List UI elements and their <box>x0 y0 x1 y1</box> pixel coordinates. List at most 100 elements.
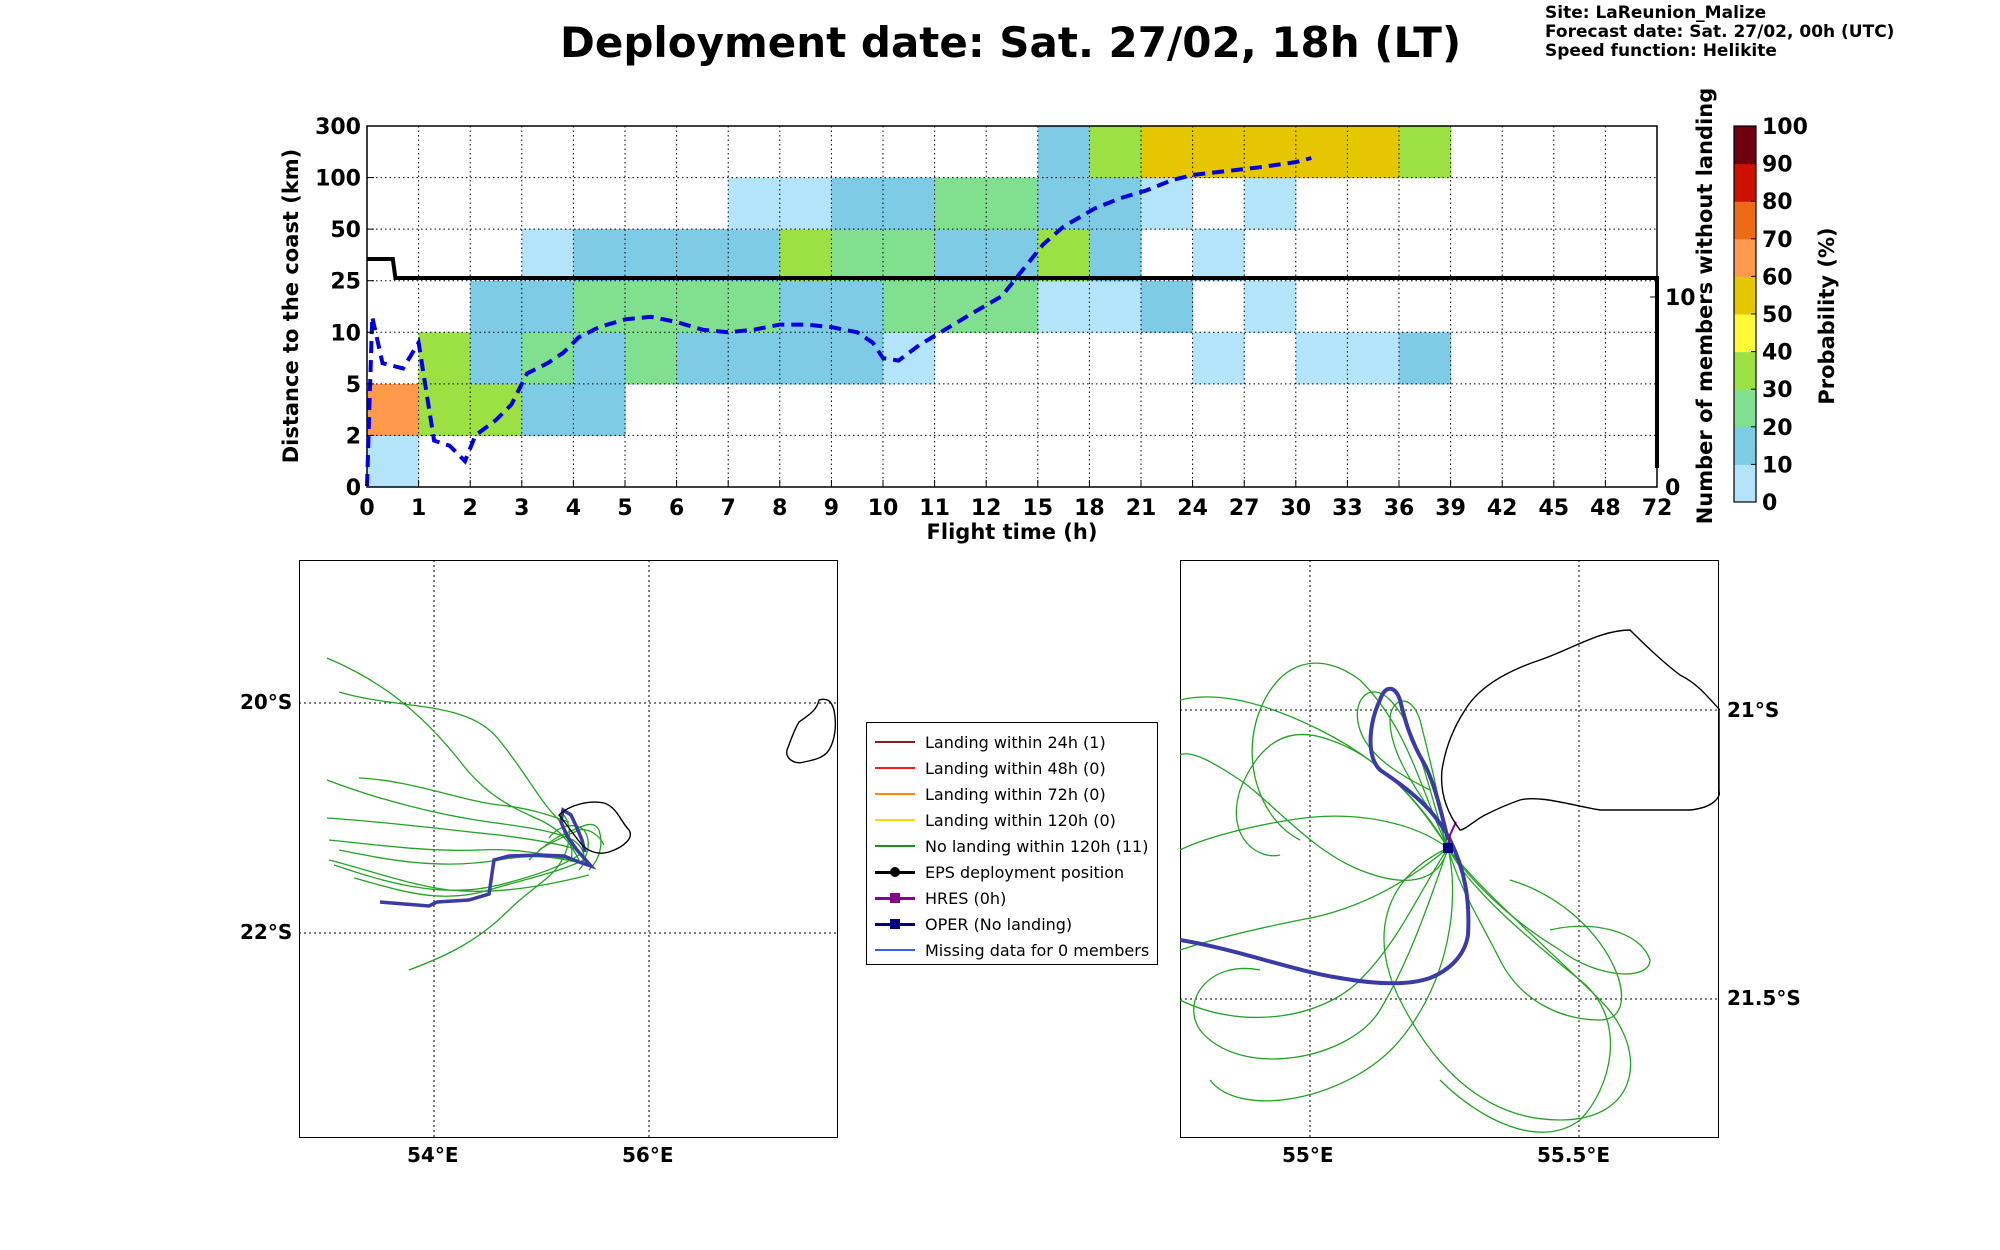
legend-swatch <box>875 735 915 749</box>
legend-entry: Landing within 48h (0) <box>867 755 1157 781</box>
y-tick-label: 10 <box>330 321 361 346</box>
map2-lat-tick-1: 21°S <box>1727 698 1780 722</box>
map1-reunion-coastline <box>558 801 631 854</box>
x-tick-label: 15 <box>1022 496 1053 521</box>
legend-entry: OPER (No landing) <box>867 911 1157 937</box>
heatmap-cell <box>1141 177 1194 230</box>
map1-lat-tick-1: 20°S <box>240 690 293 714</box>
legend-label: EPS deployment position <box>925 862 1125 882</box>
y2-tick-label: 0 <box>1665 476 1680 501</box>
legend-swatch <box>875 813 915 827</box>
heatmap-cell <box>676 332 729 385</box>
x-axis-label: Flight time (h) <box>927 520 1098 544</box>
heatmap-cell <box>418 383 471 437</box>
x-tick-label: 39 <box>1435 496 1466 521</box>
y-tick-label: 300 <box>315 115 361 140</box>
heatmap-cell <box>1244 126 1297 179</box>
heatmap-cell <box>934 280 987 333</box>
x-tick-label: 11 <box>919 496 950 521</box>
colorbar-tick-label: 50 <box>1762 303 1793 328</box>
site-label: Site: LaReunion_Malize <box>1545 3 1767 23</box>
heatmap-cell <box>625 280 678 333</box>
map2-lat-tick-2: 21.5°S <box>1727 986 1801 1010</box>
map1-oper-track <box>379 807 597 908</box>
legend-swatch <box>875 865 915 879</box>
x-tick-label: 1 <box>411 496 426 521</box>
legend-label: OPER (No landing) <box>925 914 1073 934</box>
x-tick-label: 6 <box>669 496 684 521</box>
y-tick-label: 100 <box>315 167 361 192</box>
x-tick-label: 21 <box>1126 496 1157 521</box>
legend-label: Landing within 48h (0) <box>925 758 1106 778</box>
median-distance-line <box>365 156 1312 487</box>
heatmap-cell <box>934 229 987 282</box>
heatmap-cell <box>573 383 626 437</box>
legend-label: Landing within 24h (1) <box>925 732 1106 752</box>
legend-swatch <box>875 943 915 957</box>
map1-lon-tick-1: 54°E <box>407 1143 459 1167</box>
heatmap-cell <box>728 280 781 333</box>
colorbar-tick-label: 10 <box>1762 453 1793 478</box>
colorbar-tick-label: 0 <box>1762 491 1777 516</box>
heatmap-cell <box>728 332 781 385</box>
x-tick-label: 7 <box>721 496 736 521</box>
x-tick-label: 4 <box>566 496 581 521</box>
map2-ensemble-tracks <box>1180 662 1651 1133</box>
legend-swatch <box>875 839 915 853</box>
map2-oper-track <box>1180 686 1471 986</box>
heatmap-cell <box>1295 126 1348 179</box>
x-tick-label: 33 <box>1332 496 1363 521</box>
heatmap-cell <box>1192 332 1245 385</box>
colorbar-swatch <box>1734 464 1756 503</box>
colorbar-tick-label: 80 <box>1762 190 1793 215</box>
colorbar-swatch <box>1734 351 1756 390</box>
heatmap-cell <box>831 280 884 333</box>
heatmap-cell <box>1089 280 1142 333</box>
heatmap-cell <box>934 177 987 230</box>
heatmap-cell <box>1192 229 1245 282</box>
colorbar-swatch <box>1734 201 1756 240</box>
heatmap-cell <box>779 332 832 385</box>
heatmap-cell <box>883 280 936 333</box>
legend-entry: HRES (0h) <box>867 885 1157 911</box>
x-tick-label: 8 <box>772 496 787 521</box>
map2-lon-tick-1: 55°E <box>1282 1143 1334 1167</box>
heatmap-cell <box>728 229 781 282</box>
members-without-landing-line <box>367 257 1659 468</box>
legend-entry: EPS deployment position <box>867 859 1157 885</box>
y-tick-label: 25 <box>330 270 361 295</box>
heatmap-cell <box>676 229 729 282</box>
legend-entry: Landing within 72h (0) <box>867 781 1157 807</box>
heatmap-cell <box>625 332 678 385</box>
x-tick-label: 18 <box>1074 496 1105 521</box>
heatmap-cell <box>1089 177 1142 230</box>
heatmap-cell <box>521 280 574 333</box>
site-info: Site: LaReunion_Malize Forecast date: Sa… <box>1545 4 1894 61</box>
legend-entry: Landing within 120h (0) <box>867 807 1157 833</box>
x-tick-label: 24 <box>1177 496 1208 521</box>
x-tick-label: 30 <box>1280 496 1311 521</box>
x-tick-label: 45 <box>1538 496 1569 521</box>
heatmap-cell <box>779 229 832 282</box>
trajectory-map-wide <box>299 560 838 1138</box>
heatmap-cell <box>883 177 936 230</box>
heatmap-cell <box>986 229 1039 282</box>
heatmap-cell <box>521 383 574 437</box>
colorbar-swatch <box>1734 426 1756 465</box>
colorbar-tick-label: 40 <box>1762 341 1793 366</box>
heatmap-cell <box>779 177 832 230</box>
x-tick-label: 42 <box>1487 496 1518 521</box>
legend-entry: Missing data for 0 members <box>867 937 1157 963</box>
legend-swatch <box>875 891 915 905</box>
colorbar-tick-label: 60 <box>1762 265 1793 290</box>
x-tick-label: 2 <box>463 496 478 521</box>
heatmap-cell <box>573 280 626 333</box>
heatmap-cell <box>367 435 420 488</box>
trajectory-map-zoom <box>1180 560 1720 1138</box>
map1-mauritius-coastline <box>786 698 837 764</box>
y2-axis-label: Number of members without landing <box>1693 88 1717 525</box>
legend-label: No landing within 120h (11) <box>925 836 1149 856</box>
heatmap-cell <box>883 229 936 282</box>
colorbar-swatch <box>1734 238 1756 277</box>
heatmap-cell <box>418 332 471 385</box>
